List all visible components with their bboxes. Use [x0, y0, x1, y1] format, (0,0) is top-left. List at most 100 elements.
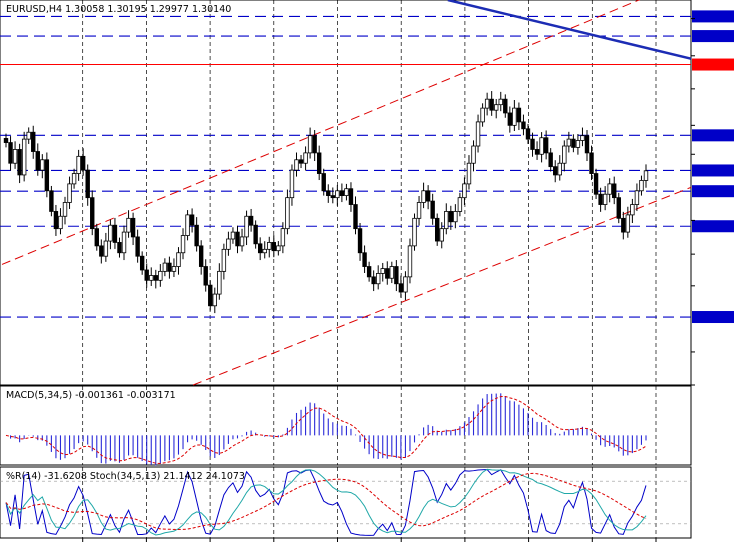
candle-body [189, 214, 195, 226]
channel-lower [192, 186, 692, 386]
candle-body [112, 224, 118, 243]
candle-body [335, 190, 340, 199]
candle-body [139, 255, 145, 271]
candle-body [90, 197, 95, 230]
candle-body [553, 166, 558, 176]
candle-body [121, 231, 127, 254]
candle-body [226, 238, 231, 250]
candle-body [507, 112, 513, 126]
candle-body [444, 211, 449, 230]
candle-body [530, 138, 535, 150]
candle-body [53, 211, 59, 230]
level-badge [692, 220, 734, 233]
candle-body [498, 98, 503, 106]
candle-body [162, 262, 168, 272]
channel-upper [1, 0, 641, 265]
candle-body [49, 190, 54, 212]
candle-body [643, 170, 649, 181]
candle-body [521, 121, 526, 130]
candle-body [149, 275, 154, 281]
candle-body [262, 248, 267, 254]
candle-body [94, 228, 99, 247]
candle-body [435, 217, 440, 242]
candle-body [584, 135, 590, 154]
candle-body [425, 190, 431, 202]
macd-label: MACD(5,34,5) -0.001361 -0.003171 [6, 390, 176, 401]
candle-body [580, 135, 585, 141]
candle-body [625, 214, 631, 233]
candle-body [257, 243, 263, 254]
candle-body [248, 215, 254, 226]
candle-body [448, 211, 454, 223]
candle-body [316, 152, 322, 174]
long-term-resistance [447, 0, 692, 60]
candle-body [21, 138, 27, 176]
level-badge [692, 311, 734, 324]
candle-body [298, 159, 304, 164]
candle-body [353, 204, 358, 230]
candle-body [217, 270, 222, 295]
candle-body [267, 242, 272, 250]
candle-body [575, 140, 581, 148]
candle-body [371, 276, 376, 285]
candle-body [130, 217, 136, 238]
level-badge [692, 129, 734, 142]
candle-body [180, 235, 186, 254]
candle-body [135, 236, 140, 257]
candle-body [480, 107, 485, 123]
candle-body [412, 217, 417, 247]
candle-body [285, 197, 290, 230]
candle-body [566, 138, 572, 147]
level-badge [692, 185, 734, 198]
candle-body [639, 180, 644, 192]
candle-body [494, 104, 499, 111]
candle-body [312, 135, 317, 154]
level-badge [692, 164, 734, 177]
candle-body [80, 155, 86, 171]
candle-body [403, 276, 408, 293]
candle-body [303, 152, 308, 164]
candle-body [85, 169, 90, 199]
candle-body [117, 242, 122, 254]
candle-body [457, 197, 463, 212]
oscillator-label: %R(14) -31.6208 Stoch(34,5,13) 21.1412 2… [6, 471, 245, 482]
trend-lines [1, 0, 692, 386]
candle-body [62, 202, 68, 217]
candle-body [462, 183, 467, 199]
candle-body [208, 284, 213, 307]
level-badge [692, 10, 734, 23]
candle-body [630, 204, 635, 216]
candle-body [416, 202, 422, 219]
candle-body [489, 98, 494, 111]
candle-body [621, 217, 626, 233]
candle-body [126, 217, 131, 233]
candle-body [185, 214, 190, 236]
candle-body [203, 266, 208, 286]
candle-body [40, 159, 45, 171]
candle-body [389, 266, 395, 279]
candle-body [398, 283, 404, 293]
candle-body [8, 142, 13, 164]
candle-body [430, 200, 435, 219]
candle-body [158, 270, 163, 281]
candle-body [475, 121, 481, 147]
candle-body [17, 149, 22, 176]
candle-body [198, 245, 204, 267]
candle-body [471, 145, 476, 164]
candle-body [12, 149, 18, 164]
price-axis [691, 18, 695, 386]
candle-body [525, 128, 531, 140]
candle-body [598, 193, 603, 205]
candle-body [244, 215, 249, 238]
macd-signal-line [5, 395, 647, 464]
candle-body [375, 273, 381, 285]
candle-body [239, 236, 245, 247]
candle-body [307, 135, 313, 154]
williams-r-line [5, 469, 647, 536]
candle-body [421, 190, 426, 203]
candle-body [176, 252, 181, 267]
candle-body [276, 245, 281, 252]
candle-body [593, 173, 599, 195]
candle-body [589, 152, 594, 174]
